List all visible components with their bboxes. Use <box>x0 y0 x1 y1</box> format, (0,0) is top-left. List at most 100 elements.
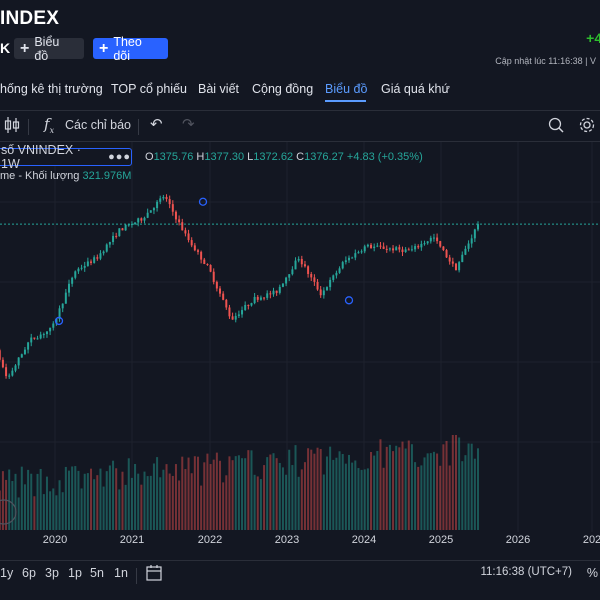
candle-body <box>39 334 42 339</box>
tab-community[interactable]: Cộng đồng <box>252 82 314 96</box>
volume-bar <box>112 460 115 530</box>
candle-body <box>156 201 159 209</box>
tab-articles[interactable]: Bài viết <box>198 82 239 96</box>
candle-body <box>124 224 127 231</box>
tab-top-stocks[interactable]: TOP cổ phiếu <box>111 82 187 96</box>
volume-bar <box>137 473 140 530</box>
candle-body <box>395 247 398 251</box>
candle-body <box>392 248 395 251</box>
candle-body <box>93 257 96 263</box>
volume-bar <box>291 465 294 530</box>
range-1n[interactable]: 1n <box>114 566 128 580</box>
candle-body <box>45 331 48 335</box>
volume-bar <box>300 469 303 530</box>
volume-bar <box>146 476 149 530</box>
event-marker <box>54 316 64 326</box>
tab-chart[interactable]: Biểu đồ <box>325 82 368 96</box>
volume-bar <box>0 490 1 530</box>
volume-bar <box>398 447 401 530</box>
volume-bar <box>285 474 288 530</box>
volume-bar <box>250 450 253 530</box>
follow-button[interactable]: + Theo dõi <box>93 35 168 63</box>
candle-body <box>376 245 379 247</box>
range-5n[interactable]: 5n <box>90 566 104 580</box>
candle-body <box>159 198 162 202</box>
volume-bar <box>102 486 105 530</box>
indicators-button[interactable]: Các chỉ báo <box>65 118 132 132</box>
volume-bar <box>200 485 203 530</box>
candle-body <box>225 299 228 308</box>
more-icon[interactable]: ●●● <box>108 151 131 163</box>
candle-body <box>14 365 17 371</box>
x-tick: 202 <box>582 534 600 546</box>
candle-body <box>168 199 171 205</box>
x-axis: 2020 2021 2022 2023 2024 2025 2026 202 <box>0 534 600 554</box>
volume-bar <box>477 448 479 530</box>
candle-body <box>52 323 55 328</box>
candle-body <box>187 233 190 241</box>
nav-arrow-icon[interactable] <box>0 499 17 525</box>
volume-bar <box>464 455 467 530</box>
candles <box>0 194 479 379</box>
c-label: C <box>296 151 305 163</box>
candle-body <box>429 237 432 242</box>
candle-body <box>23 349 26 355</box>
volume-bar <box>439 465 442 530</box>
candle-body <box>102 251 105 254</box>
volume-bar <box>247 450 250 530</box>
date-range-icon[interactable] <box>146 564 162 585</box>
candle-body <box>99 253 102 259</box>
volume-bar <box>45 476 48 530</box>
range-3p[interactable]: 3p <box>45 566 59 580</box>
volume-bar <box>348 454 351 530</box>
candle-body <box>322 290 325 296</box>
tab-market-stats[interactable]: hống kê thị trường <box>0 82 103 96</box>
volume-bar <box>329 446 332 530</box>
magnifier-icon[interactable] <box>547 116 565 137</box>
tab-price-history[interactable]: Giá quá khứ <box>381 82 450 96</box>
volume-bar <box>42 494 45 530</box>
volume-bar <box>275 458 278 530</box>
range-1p[interactable]: 1p <box>68 566 82 580</box>
candle-body <box>20 354 23 358</box>
volume-bar <box>165 464 168 530</box>
volume-bar <box>426 453 429 530</box>
volume-bar <box>272 453 275 530</box>
volume-bar <box>263 465 266 530</box>
redo-icon[interactable]: ↷ <box>182 116 195 133</box>
chart-button[interactable]: + Biểu đồ <box>14 35 84 63</box>
volume-bar <box>90 468 93 530</box>
candle-body <box>58 308 61 319</box>
settings-icon[interactable] <box>578 116 596 137</box>
volume-bar <box>366 468 369 530</box>
undo-icon[interactable]: ↶ <box>150 116 163 133</box>
volume-bar <box>451 435 454 530</box>
o-value: 1375.76 <box>153 151 194 163</box>
range-1y[interactable]: 1y <box>0 566 14 580</box>
candle-body <box>263 297 266 299</box>
percent-toggle[interactable]: % <box>586 566 598 580</box>
range-6p[interactable]: 6p <box>22 566 36 580</box>
clock[interactable]: 11:16:38 (UTC+7) <box>480 566 572 578</box>
candle-body <box>442 246 445 251</box>
volume-bar <box>313 453 316 530</box>
volume-bar <box>266 457 269 530</box>
volume-bar <box>80 488 83 530</box>
symbol-legend[interactable]: số VNINDEX · 1W ●●● <box>0 143 132 171</box>
volume-bar <box>256 476 259 530</box>
candle-type-icon[interactable] <box>4 116 20 137</box>
candle-body <box>137 218 140 223</box>
page-title: INDEX <box>0 8 60 29</box>
fx-icon[interactable]: fx <box>44 115 55 135</box>
candle-body <box>329 279 332 288</box>
candle-body <box>247 304 250 306</box>
l-label: L <box>247 151 254 163</box>
candle-body <box>86 261 89 266</box>
price-chart[interactable] <box>0 142 600 532</box>
plus-icon: + <box>20 39 30 57</box>
candle-body <box>203 259 206 265</box>
updated-time: Cập nhật lúc 11:16:38 | V <box>495 56 596 66</box>
x-tick: 2020 <box>42 534 68 546</box>
volume-bar <box>395 445 398 530</box>
volume-bar <box>341 454 344 530</box>
